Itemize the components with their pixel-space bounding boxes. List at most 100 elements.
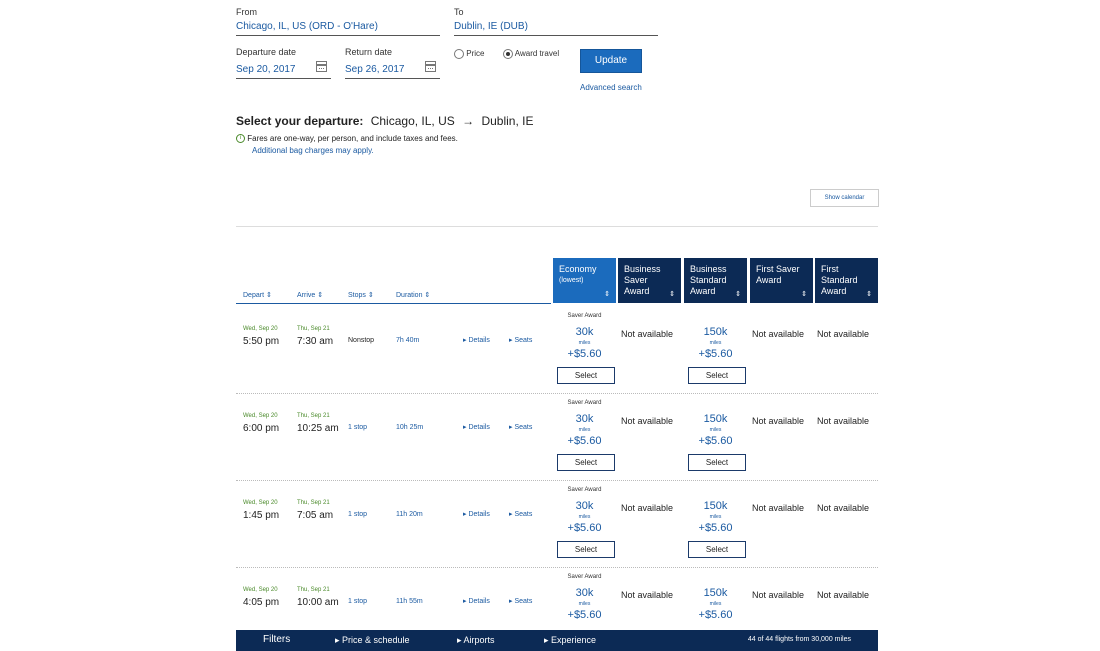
flight-row: Wed, Sep 20 1:45 pm Thu, Sep 21 7:05 am …	[0, 485, 1100, 572]
advanced-search-link[interactable]: Advanced search	[580, 83, 642, 92]
business-standard-tax: +$5.60	[698, 435, 733, 447]
details-link[interactable]: ▸ Details	[463, 511, 490, 518]
depart-date: Wed, Sep 20	[243, 326, 278, 332]
from-field[interactable]: Chicago, IL, US (ORD - O'Hare)	[236, 21, 440, 36]
to-field[interactable]: Dublin, IE (DUB)	[454, 21, 658, 36]
departure-date-field[interactable]: Sep 20, 2017	[236, 61, 331, 79]
price-radio[interactable]: Price	[454, 49, 484, 59]
cabin-line: Business	[690, 264, 727, 274]
details-link[interactable]: ▸ Details	[463, 337, 490, 344]
business-saver-unavailable: Not available	[621, 503, 674, 513]
seats-link[interactable]: ▸ Seats	[509, 424, 533, 431]
depart-time: 4:05 pm	[243, 597, 280, 608]
select-business-standard-button[interactable]: Select	[688, 454, 746, 471]
cabin-line: Saver	[624, 275, 648, 285]
seats-link[interactable]: ▸ Seats	[509, 511, 533, 518]
airports-filter[interactable]: ▸ Airports	[457, 635, 495, 645]
business-saver-unavailable: Not available	[621, 416, 674, 426]
flight-row: Wed, Sep 20 6:00 pm Thu, Sep 21 10:25 am…	[0, 398, 1100, 485]
calendar-icon[interactable]	[316, 61, 327, 72]
select-economy-button[interactable]: Select	[557, 454, 615, 471]
stops: Nonstop	[348, 337, 375, 344]
arrive-date: Thu, Sep 21	[297, 413, 330, 419]
business-saver-unavailable: Not available	[621, 329, 674, 339]
departure-date-value: Sep 20, 2017	[236, 64, 296, 75]
page-title: Select your departure: Chicago, IL, US →…	[236, 114, 533, 128]
seats-link[interactable]: ▸ Seats	[509, 337, 533, 344]
return-date-label: Return date	[345, 47, 393, 57]
show-calendar-button[interactable]: Show calendar	[810, 189, 879, 207]
stops[interactable]: 1 stop	[348, 424, 368, 431]
sort-duration[interactable]: Duration ⇕	[396, 292, 431, 299]
details-link[interactable]: ▸ Details	[463, 598, 490, 605]
sort-depart[interactable]: Depart ⇕	[243, 292, 272, 299]
economy-miles: 30k	[575, 500, 594, 512]
title-destination: Dublin, IE	[481, 114, 534, 128]
business-standard-miles: 150k	[703, 500, 728, 512]
duration: 10h 25m	[396, 424, 424, 431]
sort-icon: ⇕	[801, 291, 807, 298]
update-button[interactable]: Update	[580, 49, 642, 73]
award-travel-radio-label: Award travel	[514, 49, 560, 59]
depart-time: 1:45 pm	[243, 510, 280, 521]
award-travel-radio[interactable]: Award travel	[503, 49, 559, 59]
calendar-icon[interactable]	[425, 61, 436, 72]
select-business-standard-button[interactable]: Select	[688, 367, 746, 384]
duration: 11h 20m	[396, 511, 423, 518]
cabin-header-first-standard[interactable]: First Standard Award ⇕	[815, 258, 878, 303]
cabin-header-economy[interactable]: Economy (lowest) ⇕	[553, 258, 616, 303]
economy-miles-unit: miles	[578, 427, 591, 433]
arrive-date: Thu, Sep 21	[297, 500, 330, 506]
cabin-line: First Saver	[756, 264, 800, 274]
business-standard-miles: 150k	[703, 413, 728, 425]
economy-tax: +$5.60	[567, 348, 602, 360]
economy-tax: +$5.60	[567, 435, 602, 447]
business-standard-miles-unit: miles	[709, 427, 722, 433]
duration: 7h 40m	[396, 337, 420, 344]
arrive-time: 7:05 am	[297, 510, 334, 521]
info-icon: i	[236, 134, 245, 144]
economy-miles: 30k	[575, 413, 594, 425]
cabin-header-first-saver[interactable]: First Saver Award ⇕	[750, 258, 813, 303]
arrive-time: 10:25 am	[297, 423, 339, 434]
experience-filter[interactable]: ▸ Experience	[544, 635, 597, 645]
cabin-line: Award	[624, 286, 650, 296]
business-standard-miles-unit: miles	[709, 340, 722, 346]
economy-miles: 30k	[575, 587, 594, 599]
flight-row: Wed, Sep 20 4:05 pm Thu, Sep 21 10:00 am…	[0, 572, 1100, 632]
sort-icon: ⇕	[735, 291, 741, 298]
select-economy-button[interactable]: Select	[557, 541, 615, 558]
stops[interactable]: 1 stop	[348, 598, 368, 605]
arrive-time: 7:30 am	[297, 336, 334, 347]
cabin-line: Business	[624, 264, 661, 274]
sort-icon: ⇕	[669, 291, 675, 298]
first-standard-unavailable: Not available	[817, 329, 870, 339]
select-business-standard-button[interactable]: Select	[688, 541, 746, 558]
sort-arrive[interactable]: Arrive ⇕	[297, 292, 324, 299]
row-divider	[236, 480, 878, 481]
saver-award-label: Saver Award	[567, 574, 602, 580]
depart-date: Wed, Sep 20	[243, 587, 278, 593]
price-schedule-filter[interactable]: ▸ Price & schedule	[335, 635, 410, 645]
stops[interactable]: 1 stop	[348, 511, 368, 518]
cabin-line: (lowest)	[559, 277, 584, 284]
select-economy-button[interactable]: Select	[557, 367, 615, 384]
return-date-field[interactable]: Sep 26, 2017	[345, 61, 440, 79]
saver-award-label: Saver Award	[567, 487, 602, 493]
business-saver-unavailable: Not available	[621, 590, 674, 600]
filter-bar: Filters ▸ Price & schedule ▸ Airports ▸ …	[236, 630, 878, 651]
depart-date: Wed, Sep 20	[243, 500, 278, 506]
fare-info-text: Fares are one-way, per person, and inclu…	[247, 134, 458, 143]
details-link[interactable]: ▸ Details	[463, 424, 490, 431]
filters-button[interactable]: Filters	[263, 634, 291, 645]
bag-charges-link[interactable]: Additional bag charges may apply.	[252, 146, 374, 155]
seats-link[interactable]: ▸ Seats	[509, 598, 533, 605]
cabin-line: Economy	[559, 264, 597, 274]
sort-stops[interactable]: Stops ⇕	[348, 292, 374, 299]
cabin-header-business-saver[interactable]: Business Saver Award ⇕	[618, 258, 681, 303]
arrive-date: Thu, Sep 21	[297, 326, 330, 332]
first-standard-unavailable: Not available	[817, 503, 870, 513]
results-summary: 44 of 44 flights from 30,000 miles	[747, 636, 851, 643]
depart-time: 6:00 pm	[243, 423, 280, 434]
cabin-header-business-standard[interactable]: Business Standard Award ⇕	[684, 258, 747, 303]
